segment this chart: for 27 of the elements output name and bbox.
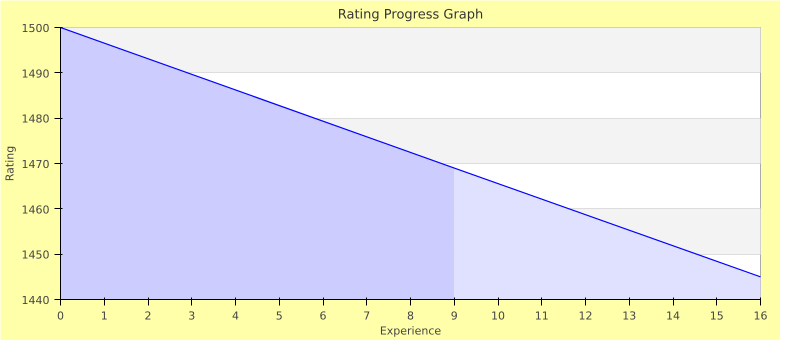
x-tick-label: 9 <box>450 310 458 322</box>
x-tick-label: 11 <box>534 310 549 322</box>
x-tick-label: 6 <box>320 310 326 322</box>
x-axis-title: Experience <box>380 324 442 338</box>
x-tick-label: 1 <box>100 310 108 322</box>
x-tick-label: 3 <box>188 310 196 322</box>
y-tick-label: 1440 <box>22 294 50 307</box>
x-tick-label: 16 <box>754 310 768 322</box>
y-tick-label: 1490 <box>22 67 50 80</box>
x-tick-label: 4 <box>232 310 239 322</box>
x-tick-label: 10 <box>491 310 505 322</box>
x-tick-label: 15 <box>710 310 724 322</box>
x-tick-label: 8 <box>407 310 414 322</box>
y-tick-label: 1460 <box>22 203 50 216</box>
x-tick-label: 13 <box>622 310 636 322</box>
y-tick-label: 1450 <box>22 248 50 262</box>
chart-title: Rating Progress Graph <box>338 8 484 22</box>
x-tick-label: 0 <box>57 310 64 322</box>
x-tick-label: 7 <box>363 310 370 322</box>
x-tick-label: 5 <box>276 310 283 322</box>
x-tick-label: 14 <box>666 310 680 322</box>
y-tick-label: 1500 <box>22 22 50 35</box>
y-axis-title: Rating <box>4 146 17 182</box>
x-tick-label: 2 <box>144 310 152 322</box>
x-tick-label: 12 <box>578 310 592 322</box>
y-tick-label: 1470 <box>22 158 50 171</box>
y-tick-label: 1480 <box>22 112 50 126</box>
